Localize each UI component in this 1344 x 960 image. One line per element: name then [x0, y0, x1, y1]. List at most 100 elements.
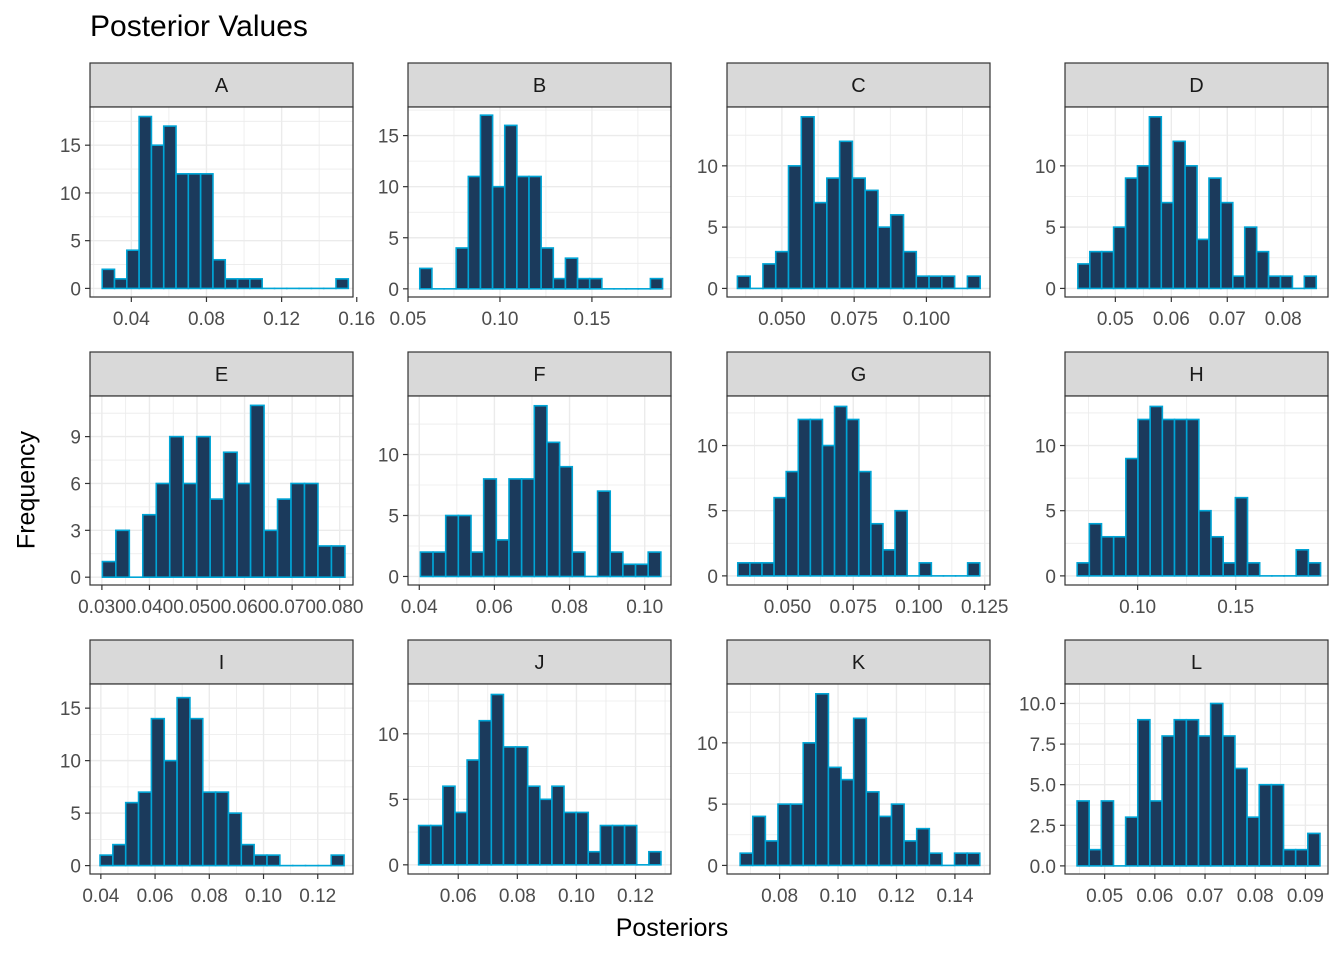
facet-label: I: [219, 652, 225, 674]
histogram-bar: [101, 268, 116, 290]
histogram-bar: [429, 824, 444, 866]
histogram-bar: [558, 465, 574, 578]
histogram-bar: [454, 811, 468, 866]
x-tick-label: 0.14: [936, 886, 973, 907]
histogram-bar: [182, 482, 198, 578]
x-tick-label: 0.09: [1287, 886, 1324, 907]
panel-border: [407, 683, 672, 875]
histogram-bar: [877, 226, 892, 290]
histogram-bar: [815, 693, 830, 867]
histogram-bar: [187, 173, 202, 290]
histogram-bar: [894, 509, 908, 577]
histogram-bar: [1161, 735, 1176, 867]
histogram-bar: [236, 278, 251, 290]
facet-strip: [407, 351, 672, 397]
x-tick-label: 0.040: [126, 597, 174, 618]
histogram-bar: [303, 482, 319, 578]
y-tick-label: 10: [60, 752, 81, 773]
histogram-bar: [777, 803, 792, 867]
histogram-bar: [540, 247, 555, 290]
histogram-bar: [249, 404, 265, 578]
histogram-bar: [1258, 783, 1273, 867]
histogram-bar: [1270, 783, 1285, 867]
facet-strip: [1064, 351, 1329, 397]
histogram-bar: [1243, 226, 1258, 290]
histogram-bar: [1124, 816, 1139, 867]
histogram-bar: [490, 693, 505, 866]
histogram-bar: [865, 791, 880, 867]
histogram-bar: [224, 278, 239, 290]
x-tick-label: 0.10: [1119, 597, 1156, 618]
histogram-bar: [575, 811, 590, 866]
histogram-bar: [1112, 535, 1127, 577]
histogram-bar: [479, 114, 494, 290]
histogram-bar: [112, 843, 127, 867]
histogram-bar: [222, 451, 238, 578]
histogram-bar: [1210, 535, 1224, 577]
histogram-bar: [838, 140, 854, 290]
y-tick-label: 5: [707, 218, 718, 239]
facet-label: K: [852, 652, 866, 674]
facet-label: L: [1191, 652, 1202, 674]
x-tick-label: 0.125: [961, 597, 1009, 618]
histogram-bar: [1173, 418, 1188, 577]
x-tick-label: 0.050: [764, 597, 812, 618]
y-tick-label: 15: [60, 136, 81, 157]
y-tick-label: 5: [1045, 218, 1056, 239]
histogram-bar: [141, 513, 158, 578]
histogram-bar: [538, 798, 553, 866]
histogram-bar: [761, 562, 775, 577]
histogram-bar: [470, 551, 485, 578]
facet-label: C: [851, 75, 865, 97]
histogram-bar: [330, 545, 346, 578]
histogram-bar: [508, 478, 523, 578]
histogram-bar: [785, 470, 800, 577]
histogram-bar: [249, 278, 263, 290]
histogram-bar: [491, 185, 506, 290]
histogram-bar: [432, 551, 447, 578]
facet-label: G: [851, 364, 867, 386]
y-tick-label: 10: [697, 437, 718, 458]
histogram-bar: [163, 759, 178, 867]
x-tick-label: 0.05: [390, 309, 427, 330]
histogram-bar: [809, 418, 824, 577]
histogram-bar: [101, 560, 117, 578]
histogram-bar: [890, 803, 905, 867]
x-tick-label: 0.08: [188, 309, 225, 330]
histogram-bar: [227, 812, 243, 867]
histogram-bar: [903, 840, 918, 867]
histogram-bar: [889, 214, 905, 290]
y-axis-title: Frequency: [12, 430, 41, 550]
histogram-bar: [622, 563, 637, 578]
x-tick-label: 0.100: [895, 597, 943, 618]
histogram-bar: [1088, 522, 1103, 577]
histogram-bar: [596, 490, 612, 578]
histogram-bar: [533, 404, 548, 578]
histogram-bar: [1232, 275, 1246, 290]
histogram-bar: [833, 405, 848, 577]
histogram-bar: [466, 759, 481, 866]
histogram-bar: [1185, 718, 1200, 867]
histogram-bar: [588, 277, 603, 290]
histogram-bar: [209, 498, 225, 578]
histogram-bar: [826, 177, 841, 290]
histogram-bar: [966, 852, 981, 867]
panel-border: [1064, 395, 1329, 586]
panel-border: [726, 683, 991, 875]
histogram-bar: [195, 435, 211, 578]
facet-label: E: [215, 364, 228, 386]
y-tick-label: 10: [697, 734, 718, 755]
x-tick-label: 0.10: [245, 886, 282, 907]
histogram-bar: [1100, 535, 1115, 577]
histogram-bar: [467, 175, 482, 290]
histogram-bar: [253, 854, 268, 867]
facet-strip: [1064, 62, 1329, 108]
histogram-bar: [1185, 418, 1200, 577]
x-tick-label: 0.075: [830, 309, 878, 330]
x-tick-label: 0.04: [82, 886, 119, 907]
histogram-bar: [419, 551, 434, 578]
histogram-bar: [478, 719, 493, 866]
histogram-bar: [263, 529, 279, 578]
histogram-bar: [827, 766, 842, 867]
histogram-bar: [417, 824, 432, 866]
